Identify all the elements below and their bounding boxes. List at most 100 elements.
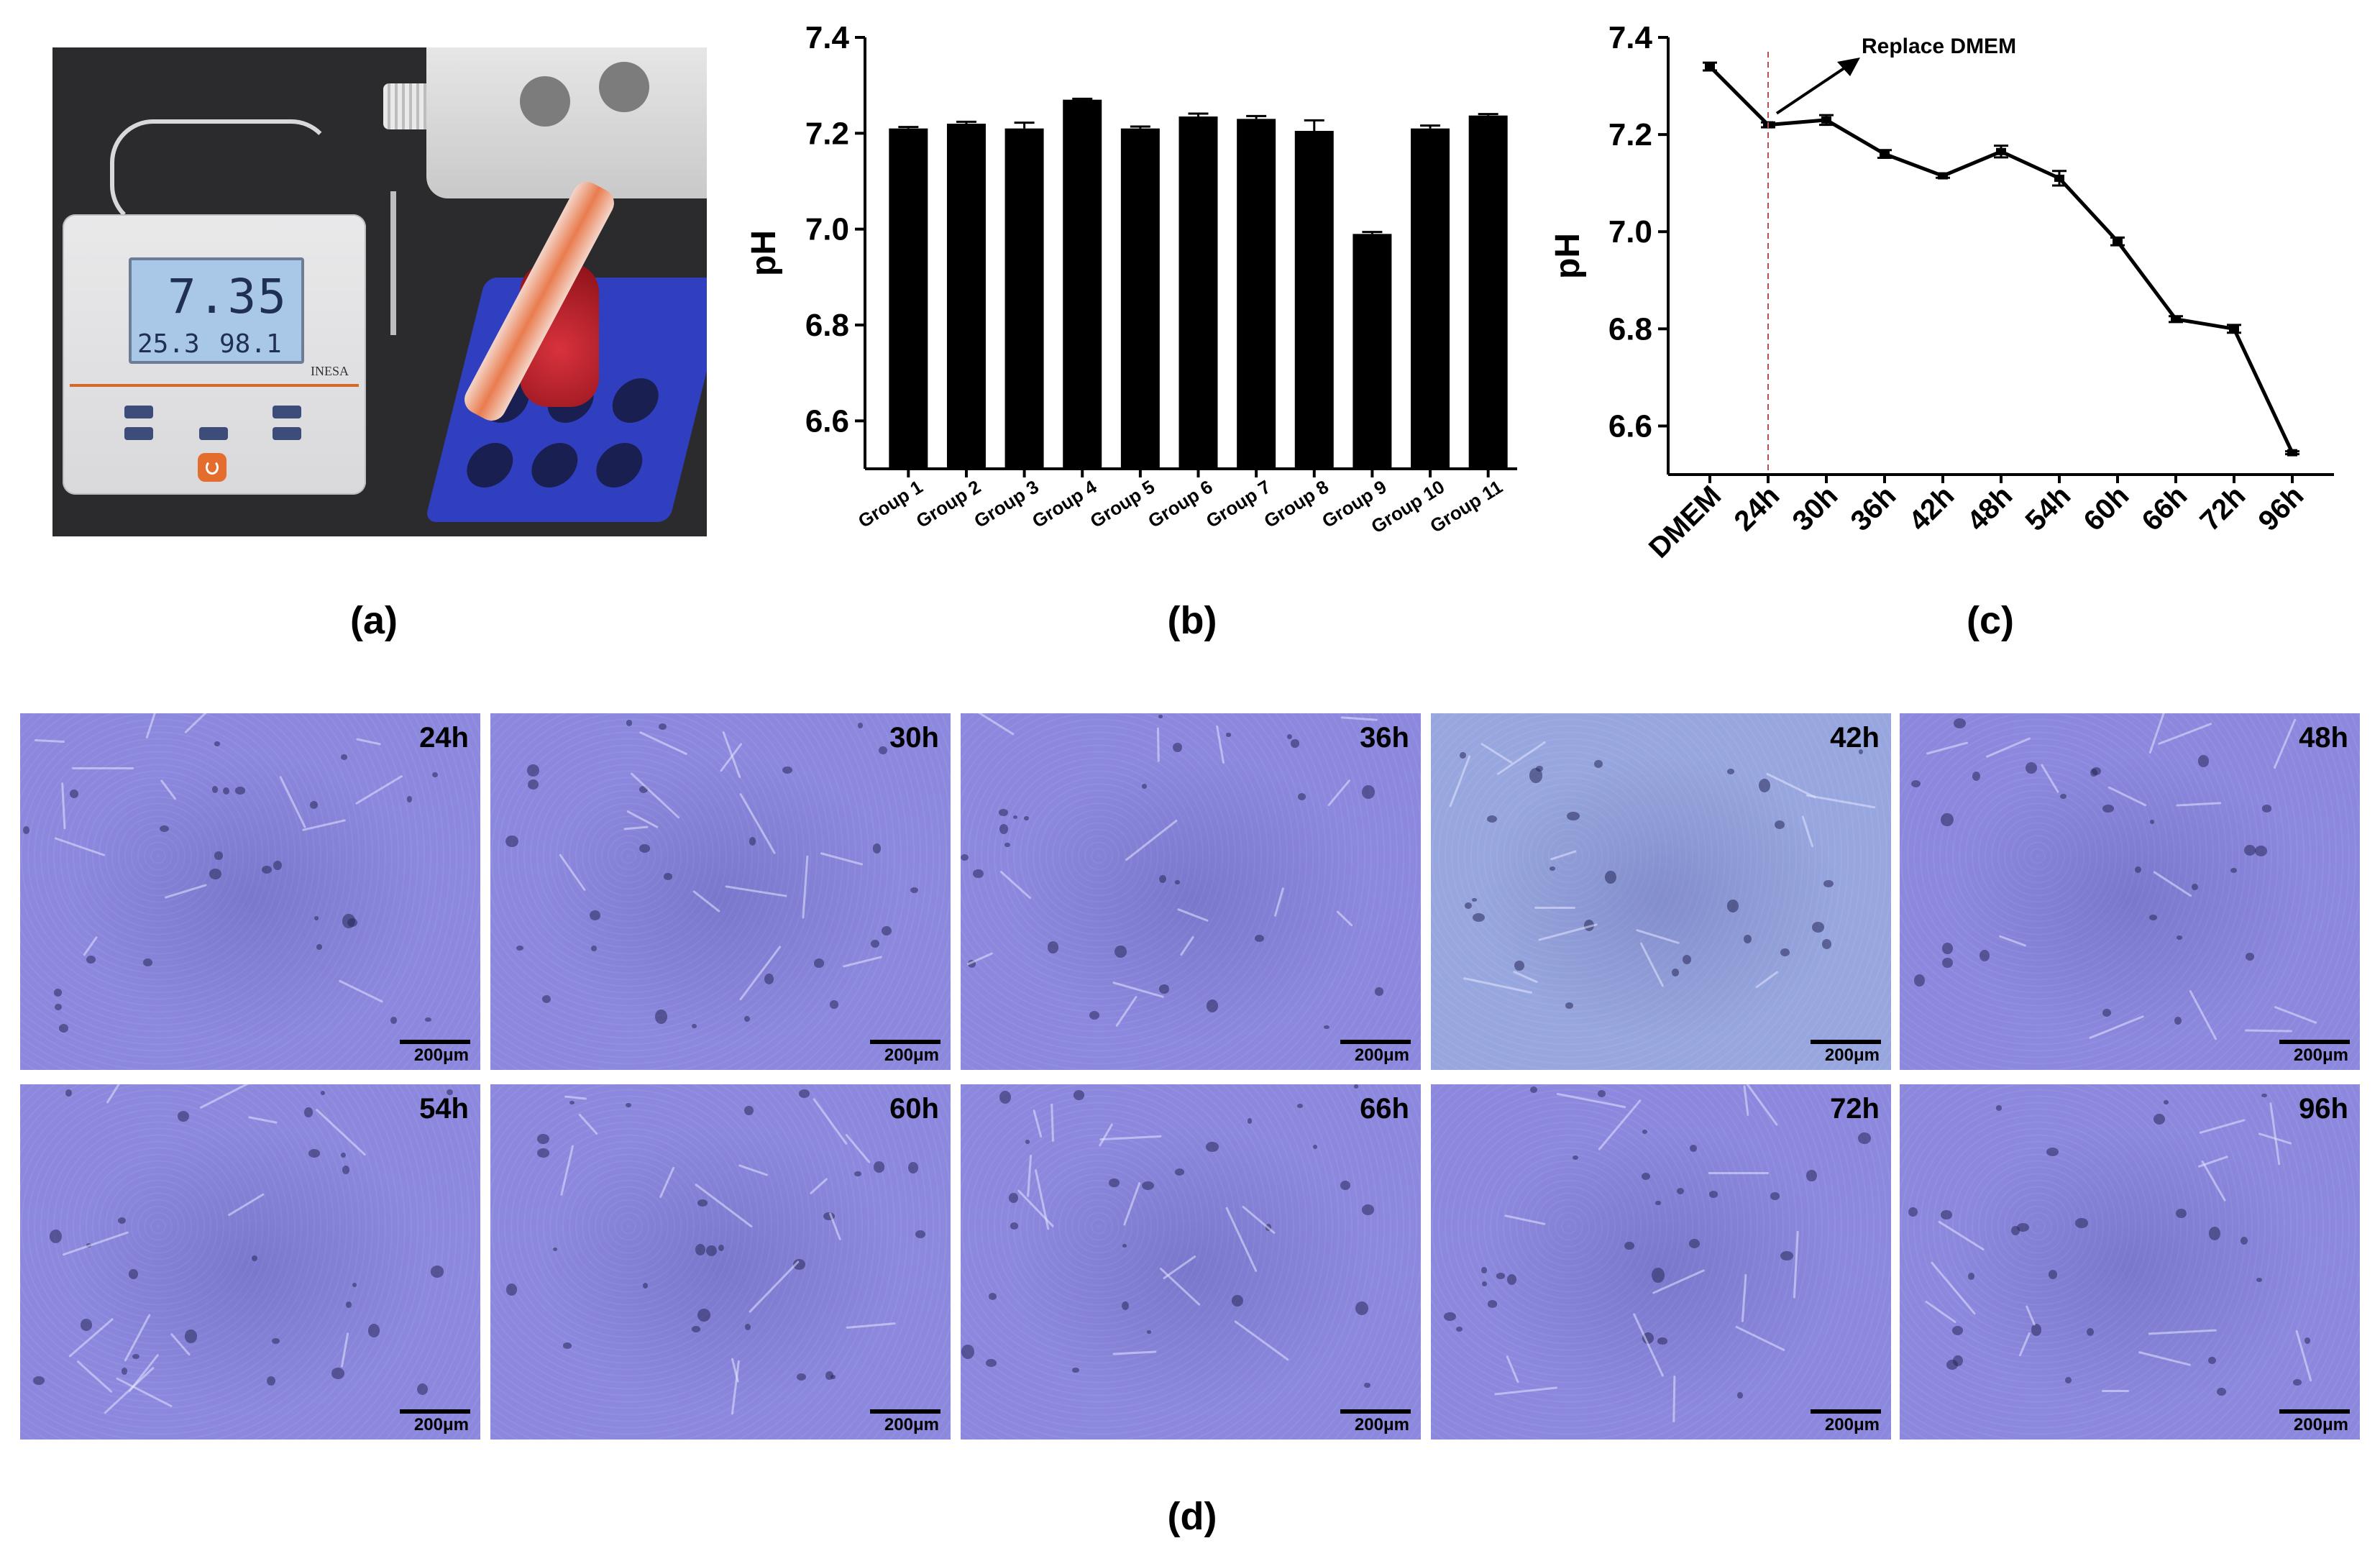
- cell-mark: [1232, 1294, 1244, 1307]
- cell-streak: [1672, 1375, 1676, 1422]
- cell-mark: [132, 1353, 139, 1360]
- cell-mark: [1465, 902, 1472, 910]
- cell-mark: [1979, 949, 1990, 962]
- cell-mark: [1780, 948, 1790, 956]
- cell-mark: [2240, 1236, 2248, 1245]
- x-tick-label: Group 7: [1202, 476, 1274, 532]
- x-tick-label: Group 6: [1144, 476, 1216, 532]
- cell-mark: [390, 1017, 398, 1025]
- cell-mark: [915, 1230, 925, 1239]
- cell-mark: [1821, 939, 1831, 950]
- bar-2: [946, 124, 986, 469]
- cell-streak: [738, 1163, 769, 1176]
- data-point: [2229, 325, 2239, 333]
- annotation-text: Replace DMEM: [1862, 35, 2016, 58]
- cell-streak: [846, 1322, 896, 1330]
- cell-mark: [873, 1161, 885, 1173]
- cell-mark: [1572, 1155, 1578, 1161]
- cell-mark: [814, 958, 825, 968]
- cell-mark: [2261, 805, 2271, 813]
- ph-series-line: [1708, 65, 2294, 454]
- cell-mark: [527, 764, 539, 777]
- cell-mark: [262, 866, 273, 874]
- cell-mark: [563, 1342, 572, 1349]
- cell-mark: [1072, 1367, 1079, 1373]
- annotation-arrow: [1775, 65, 1849, 115]
- power-icon: [198, 453, 226, 482]
- cell-streak: [1122, 1181, 1141, 1226]
- cell-streak: [2274, 1005, 2317, 1024]
- cell-streak: [2138, 1351, 2192, 1367]
- cell-mark: [1811, 922, 1825, 933]
- y-tick-label: 7.4: [805, 20, 850, 55]
- cell-streak: [692, 889, 720, 912]
- cell-streak: [1550, 850, 1577, 861]
- cell-streak: [2025, 1305, 2036, 1327]
- cell-mark: [1972, 772, 1980, 782]
- cell-streak: [1743, 1085, 1749, 1117]
- line-chart-ph-time: 6.6 6.8 7.0 7.2 7.4 DMEM 24h 30h 36h 42h 48h 54h 60h…: [1553, 20, 2334, 564]
- cell-mark: [1759, 779, 1771, 793]
- cell-streak: [749, 1260, 800, 1314]
- cell-mark: [2230, 867, 2238, 873]
- scale-bar-label: 200μm: [884, 1415, 939, 1434]
- data-point: [2171, 315, 2181, 323]
- x-tick-label: Group 2: [912, 476, 984, 532]
- data-point: [1938, 172, 1948, 180]
- cell-mark: [345, 1301, 352, 1308]
- cell-mark: [142, 958, 152, 967]
- meter-button: [124, 427, 153, 440]
- micrograph-time-label: 48h: [2299, 722, 2348, 754]
- cell-streak: [1125, 819, 1178, 861]
- cell-mark: [872, 843, 882, 853]
- x-tick-label: Group 3: [970, 476, 1042, 532]
- y-tick-label: 6.8: [805, 308, 849, 343]
- meter-ph-reading: 7.35: [168, 269, 288, 324]
- cell-mark: [80, 1319, 93, 1331]
- cell-streak: [724, 885, 787, 898]
- scale-bar: [1811, 1040, 1881, 1044]
- cell-mark: [2031, 1324, 2041, 1336]
- cell-mark: [1910, 779, 1921, 788]
- cell-streak: [34, 739, 65, 743]
- cell-mark: [1682, 955, 1691, 965]
- cell-mark: [2176, 1208, 2187, 1218]
- cell-mark: [1025, 1140, 1030, 1144]
- cell-mark: [2086, 1327, 2095, 1336]
- cell-streak: [828, 1212, 841, 1241]
- y-tick-label: 6.6: [805, 403, 849, 439]
- cell-mark: [122, 1368, 128, 1375]
- bar-11: [1468, 115, 1508, 469]
- cell-mark: [825, 1371, 834, 1380]
- cell-streak: [1098, 1123, 1113, 1148]
- cell-mark: [1689, 1238, 1701, 1248]
- bar-4: [1063, 99, 1102, 469]
- micrograph-48h: 48h 200μm: [1900, 713, 2360, 1070]
- cell-mark: [697, 1308, 710, 1322]
- cell-mark: [505, 1283, 518, 1296]
- cell-mark: [33, 1376, 45, 1386]
- cell-mark: [692, 1023, 697, 1028]
- cell-mark: [1535, 765, 1543, 772]
- rack-hole: [591, 443, 648, 488]
- meter-button: [199, 427, 228, 440]
- data-point: [1996, 147, 2006, 155]
- bar-5: [1120, 128, 1160, 469]
- cell-mark: [2075, 1217, 2089, 1229]
- cell-streak: [738, 792, 777, 855]
- cell-mark: [1122, 1243, 1127, 1248]
- cell-mark: [58, 1023, 68, 1033]
- cell-mark: [340, 1152, 346, 1158]
- cell-mark: [1496, 1273, 1506, 1280]
- cell-streak: [1986, 737, 2031, 759]
- cell-mark: [406, 796, 413, 802]
- cell-mark: [744, 1105, 754, 1116]
- cell-streak: [1937, 1219, 1985, 1251]
- cell-mark: [308, 1149, 321, 1158]
- x-tick-label: 36h: [1845, 480, 1903, 537]
- cell-mark: [537, 1148, 549, 1158]
- cell-streak: [1480, 742, 1512, 764]
- cell-mark: [2149, 820, 2155, 824]
- cell-mark: [129, 1269, 138, 1280]
- cell-mark: [823, 1212, 835, 1221]
